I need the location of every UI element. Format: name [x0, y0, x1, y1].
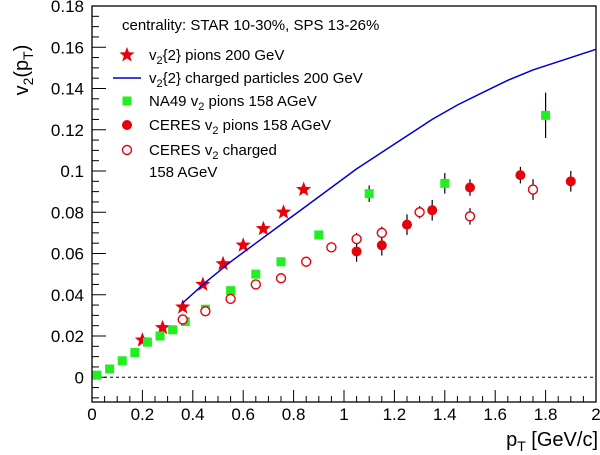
data-point	[351, 246, 362, 257]
data-point	[155, 331, 165, 341]
series-4	[177, 179, 539, 325]
y-tick-label: 0.08	[51, 203, 84, 222]
data-point	[215, 255, 231, 271]
data-point	[275, 204, 292, 219]
y-tick-label: 0.06	[51, 245, 84, 264]
y-tick-label: 0.04	[51, 286, 84, 305]
legend-marker-star	[119, 47, 135, 62]
data-point	[130, 348, 140, 357]
legend-entry-label: CERES v2 pions 158 AGeV	[149, 117, 331, 137]
data-point	[364, 189, 374, 199]
data-point	[134, 332, 151, 347]
data-point	[142, 337, 152, 347]
data-point	[515, 170, 526, 181]
legend-entry-label: v2{2} pions 200 GeV	[149, 47, 284, 67]
legend-entry-label: CERES v2 charged	[149, 142, 277, 162]
data-point	[226, 286, 236, 296]
x-tick-label: 1.6	[483, 405, 507, 424]
series-line	[182, 48, 597, 304]
data-point	[175, 299, 191, 314]
y-tick-label: 0.02	[51, 327, 84, 346]
data-points	[92, 48, 597, 380]
series-1	[182, 48, 597, 304]
data-point	[402, 219, 412, 230]
plot-frame	[91, 5, 597, 403]
x-axis-label: pT [GeV/c]	[506, 429, 598, 454]
x-tick-label: 0.6	[231, 405, 255, 424]
y-tick-label: 0.16	[51, 38, 84, 57]
legend-marker-circle	[122, 120, 132, 130]
data-point	[351, 233, 362, 245]
data-point	[527, 184, 539, 195]
data-point	[376, 240, 387, 251]
data-point	[105, 364, 115, 374]
data-point	[251, 269, 261, 279]
data-point	[168, 325, 178, 335]
y-tick-label: 0.14	[51, 80, 84, 99]
data-point	[427, 205, 438, 216]
x-tick-label: 1	[339, 405, 348, 424]
legend-entry-label: v2{2} charged particles 200 GeV	[149, 70, 363, 90]
y-axis-label: v2(pT)	[11, 45, 36, 96]
data-point	[376, 227, 387, 239]
series-2	[92, 92, 551, 380]
legend: centrality: STAR 10-30%, SPS 13-26% v2{2…	[113, 17, 379, 181]
data-point	[225, 293, 236, 305]
data-point	[414, 207, 425, 218]
data-point	[154, 319, 171, 335]
data-point	[314, 230, 324, 240]
data-point	[565, 176, 576, 187]
x-tick-label: 1.2	[383, 405, 407, 424]
data-point	[326, 242, 337, 253]
data-point	[276, 257, 286, 267]
x-tick-label: 1.4	[433, 405, 457, 424]
axis-ticks	[91, 5, 597, 402]
y-tick-label: 0.1	[60, 162, 84, 181]
data-point	[177, 314, 188, 325]
data-point	[250, 279, 262, 290]
data-point	[541, 110, 551, 120]
x-tick-label: 2	[591, 405, 600, 424]
x-tick-label: 0.4	[181, 405, 205, 424]
data-point	[117, 356, 127, 366]
x-tick-label: 0	[87, 405, 96, 424]
legend-marker-open-circle	[121, 144, 133, 156]
legend-entry-label: NA49 v2 pions 158 AGeV	[149, 93, 317, 113]
data-point	[464, 211, 476, 222]
data-point	[275, 273, 287, 284]
data-point	[296, 181, 312, 197]
legend-header: centrality: STAR 10-30%, SPS 13-26%	[122, 17, 379, 34]
x-tick-label: 1.8	[534, 405, 558, 424]
legend-entry-label-line2: 158 AGeV	[149, 164, 217, 181]
tick-labels: 0 0.2 0.4 0.6 0.8 1 1.2 1.4 1.6 1.8 2 0 0.02 0.04 0.06…	[51, 0, 600, 424]
series-3	[351, 166, 576, 262]
data-point	[255, 220, 271, 236]
data-point	[92, 370, 102, 380]
x-tick-label: 0.8	[282, 405, 306, 424]
data-point	[200, 306, 211, 317]
y-tick-label: 0.12	[51, 121, 84, 140]
data-point	[465, 182, 475, 193]
data-point	[235, 237, 251, 252]
x-tick-label: 0.2	[131, 405, 155, 424]
legend-marker-square	[122, 96, 132, 106]
data-point	[301, 256, 312, 267]
y-tick-label: 0.18	[51, 0, 84, 16]
data-point	[440, 178, 450, 188]
y-tick-label: 0	[75, 368, 84, 387]
